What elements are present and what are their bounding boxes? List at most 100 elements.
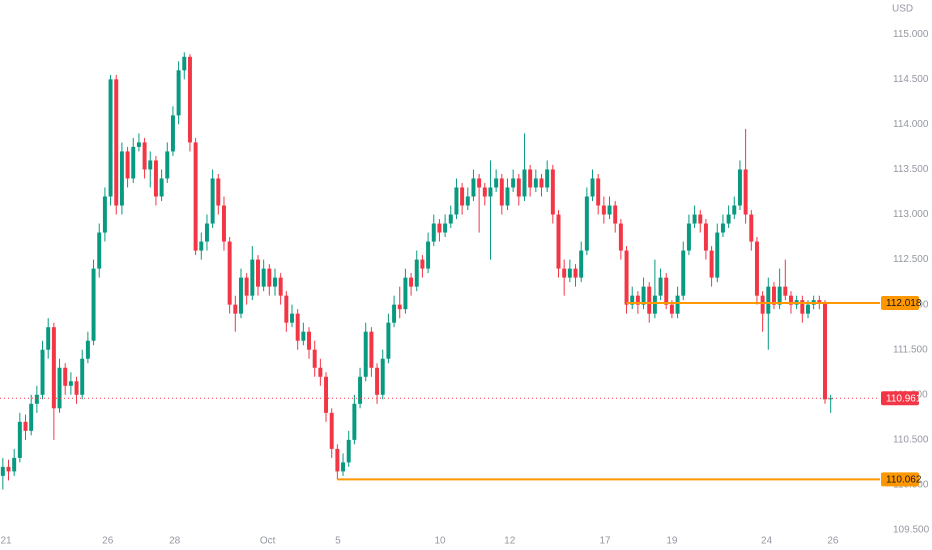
level-label: 112.018 [886, 298, 922, 309]
candle-body [346, 439, 351, 463]
candle-body [454, 187, 459, 215]
candle-body [244, 277, 249, 296]
candle-body [17, 421, 22, 458]
level-badge [881, 472, 919, 487]
candle-body [573, 268, 578, 278]
candle-body [448, 214, 453, 224]
candle-body [494, 178, 499, 188]
candle-body [618, 223, 623, 251]
candle-body [369, 331, 374, 368]
candle-body [46, 327, 51, 350]
candle-body [709, 250, 714, 278]
candle-body [533, 178, 538, 188]
candle-body [471, 178, 476, 197]
candle-body [698, 214, 703, 224]
candle-body [29, 403, 34, 431]
candle-body [142, 142, 147, 170]
candle-body [108, 79, 113, 197]
candle-body [216, 178, 221, 206]
candle-body [6, 466, 11, 472]
candle-body [477, 178, 482, 188]
candle-body [426, 241, 431, 269]
candle-body [567, 268, 572, 278]
candle-body [204, 223, 209, 242]
candle-body [545, 169, 550, 188]
candle-body [823, 302, 827, 400]
candle-body [290, 313, 294, 323]
candle-body [579, 250, 584, 278]
candle-body [210, 178, 215, 224]
candle-body [539, 178, 544, 188]
candle-body [720, 223, 725, 233]
candle-body [522, 169, 527, 197]
candle-body [590, 178, 595, 197]
y-tick-label: 113.500 [893, 164, 929, 175]
candle-body [409, 277, 414, 287]
x-tick-label: 17 [599, 536, 611, 547]
candle-body [63, 367, 68, 386]
candle-body [227, 241, 232, 305]
x-tick-label: 12 [504, 536, 516, 547]
candle-body [392, 304, 397, 323]
candle-body [641, 286, 646, 305]
x-tick-label: Oct [260, 536, 276, 547]
y-tick-label: 114.000 [893, 119, 929, 130]
candle-body [85, 340, 90, 359]
level-label: 110.062 [886, 474, 922, 485]
candle-body [187, 56, 192, 143]
candle-body [278, 277, 283, 296]
candle-body [165, 151, 170, 179]
candle-body [221, 205, 226, 242]
last-price-label: 110.961 [886, 393, 922, 404]
candle-body [437, 223, 442, 233]
y-tick-label: 109.500 [893, 525, 930, 536]
candle-body [153, 160, 158, 197]
candle-body [800, 300, 805, 314]
candle-body [743, 169, 748, 215]
candle-body [352, 403, 357, 440]
candle-body [199, 241, 204, 251]
candle-body [91, 268, 96, 341]
candle-body [397, 304, 402, 310]
candle-body [460, 187, 465, 206]
candle-body [335, 448, 340, 472]
y-tick-label: 113.000 [893, 209, 929, 220]
candle-body [601, 205, 606, 215]
candle-body [499, 178, 504, 206]
candle-body [380, 358, 385, 395]
candle-body [74, 381, 79, 395]
candle-body [664, 277, 669, 305]
candle-body [715, 232, 720, 278]
candle-body [771, 286, 776, 305]
candle-body [324, 376, 329, 413]
candle-body [295, 313, 300, 341]
x-tick-label: 24 [761, 536, 773, 547]
last-price-badge [881, 391, 919, 406]
candle-body [273, 277, 277, 287]
candle-body [329, 412, 334, 449]
candle-body [584, 196, 589, 251]
candle-body [318, 367, 323, 377]
candle-body [159, 178, 164, 197]
candle-body [675, 295, 680, 314]
candle-body [777, 286, 782, 305]
candle-body [131, 146, 136, 179]
level-badge [881, 296, 919, 311]
candle-body [658, 277, 663, 296]
candle-body [403, 277, 408, 310]
candle-body [788, 295, 793, 305]
y-tick-label: 112.500 [893, 254, 929, 265]
candle-body [630, 295, 635, 305]
candle-body [760, 295, 765, 314]
candle-body [749, 214, 754, 242]
candle-body [828, 398, 833, 400]
candle-body [250, 259, 255, 296]
candle-body [125, 151, 130, 179]
candle-body [443, 223, 448, 233]
candle-body [102, 196, 107, 233]
y-tick-label: 111.500 [893, 344, 928, 355]
currency-label: USD [892, 4, 913, 15]
candle-body [23, 421, 28, 431]
